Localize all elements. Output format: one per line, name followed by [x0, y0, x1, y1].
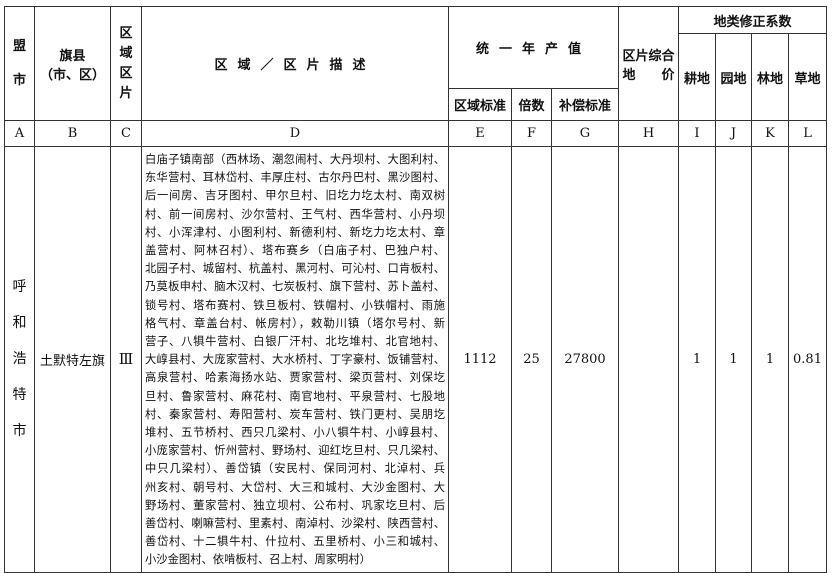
description-line: 野场村、董家营村、独立坝村、公布村、巩家圪旦村、后	[145, 498, 445, 512]
header-grass: 草地	[787, 33, 828, 121]
description-line: 锁号村、塔布赛村、铁旦板村、铁帽村、小铁帽村、雨施	[145, 298, 445, 312]
county-cell: 土默特左旗	[34, 146, 111, 573]
description-line: 村、秦家营村、寿阳营村、炭车营村、铁门更村、吴朋圪	[145, 407, 445, 421]
description-line: 善岱村、喇嘛营村、里素村、南淖村、沙梁村、陕西营村、	[145, 517, 445, 531]
header-league-city: 盟市	[4, 6, 35, 121]
letter-j: J	[715, 120, 752, 147]
description-line: 善岱村、十二犋牛村、什拉村、五里桥村、小三和城村、	[145, 535, 445, 549]
description-line: 大崞县村、大庞家营村、大水桥村、丁字豪村、饭铺营村、	[145, 353, 445, 367]
city-cell: 呼和浩特市	[4, 146, 35, 573]
description-line: 州亥村、朝号村、大岱村、大三和城村、大沙金图村、大	[145, 480, 445, 494]
description-line: 营子、八犋牛营村、白银厂汗村、北圪堆村、北官地村、	[145, 335, 445, 349]
letter-i: I	[678, 120, 716, 147]
grass-cell: 0.81	[787, 146, 828, 573]
header-regional-standard: 区域标准	[448, 88, 512, 121]
header-banner-county: 旗县 （市、区）	[34, 6, 111, 121]
land-price-table: 盟市 旗县 （市、区） 区域区片 区域／区片描述 统一年产值 区片综合地 价 地类…	[4, 6, 828, 573]
description-line: 村、小浑津村、小图利村、新德利村、新圪力圪太村、章	[145, 225, 445, 239]
header-forest: 林地	[751, 33, 789, 121]
zone-cell: Ⅲ	[110, 146, 142, 573]
letter-k: K	[751, 120, 789, 147]
multiple-cell: 25	[511, 146, 552, 573]
description-line: 白庙子镇南部（西林场、潮忽闹村、大丹坝村、大图利村、	[145, 153, 445, 166]
header-garden: 园地	[715, 33, 752, 121]
description-line: 旦村、鲁家营村、麻花村、南官地村、平泉营村、七股地	[145, 389, 445, 403]
letter-d: D	[141, 120, 449, 147]
compensation-standard-cell: 27800	[551, 146, 619, 573]
description-line: 高泉营村、哈素海扬水站、贾家营村、梁页营村、刘保圪	[145, 371, 445, 385]
header-multiple: 倍数	[511, 88, 552, 121]
description-line: 中只几梁村）、善岱镇（安民村、保同河村、北淖村、兵	[145, 462, 445, 476]
header-parcel-land-price: 区片综合地 价	[618, 6, 679, 121]
description-line: 小沙金图村、依啃板村、召上村、周家明村）	[145, 553, 371, 567]
letter-f: F	[511, 120, 552, 147]
header-cultivated: 耕地	[678, 33, 716, 121]
description-line: 北园子村、城留村、杭盖村、黑河村、可沁村、口肯板村、	[145, 262, 445, 276]
description-line: 堆村、五节桥村、西只几梁村、小八犋牛村、小崞县村、	[145, 426, 445, 440]
letter-h: H	[618, 120, 679, 147]
header-correction-group: 地类修正系数	[677, 6, 828, 34]
forest-cell: 1	[751, 146, 789, 573]
parcel-land-price-cell	[618, 146, 679, 573]
garden-cell: 1	[715, 146, 752, 573]
letter-a: A	[4, 120, 35, 147]
header-unified-output: 统一年产值	[448, 6, 619, 89]
table-row: 呼和浩特市 土默特左旗 Ⅲ 白庙子镇南部（西林场、潮忽闹村、大丹坝村、大图利村、…	[4, 146, 828, 573]
description-cell: 白庙子镇南部（西林场、潮忽闹村、大丹坝村、大图利村、 东华营村、耳林岱村、丰厚庄村…	[141, 146, 449, 573]
regional-standard-cell: 1112	[448, 146, 512, 573]
column-letter-row: A B C D E F G H I J K L	[4, 120, 828, 147]
description-line: 村、前一间房村、沙尔营村、王气村、西华营村、小丹坝	[145, 207, 445, 221]
description-line: 格气村、章盖台村、帐房村），敕勒川镇（塔尔号村、新	[145, 316, 445, 330]
description-line: 乃莫板申村、脑木汉村、七炭板村、旗下营村、苏卜盖村、	[145, 280, 445, 294]
letter-e: E	[448, 120, 512, 147]
letter-b: B	[34, 120, 111, 147]
description-line: 东华营村、耳林岱村、丰厚庄村、古尔丹巴村、黑沙图村、	[145, 171, 445, 185]
header-compensation-standard: 补偿标准	[551, 88, 619, 121]
cultivated-cell: 1	[678, 146, 716, 573]
description-line: 盖营村、阿林召村）、塔布赛乡（白庙子村、巴独户村、	[145, 244, 445, 258]
letter-g: G	[551, 120, 619, 147]
description-line: 小庞家营村、忻州营村、野场村、迎红圪旦村、只几梁村、	[145, 444, 445, 458]
letter-c: C	[110, 120, 142, 147]
description-line: 后一间房、吉牙图村、甲尔旦村、旧圪力圪太村、南双树	[145, 189, 445, 203]
header-zone-parcel: 区域区片	[110, 6, 142, 121]
letter-l: L	[787, 120, 828, 147]
header-description: 区域／区片描述	[141, 6, 449, 121]
